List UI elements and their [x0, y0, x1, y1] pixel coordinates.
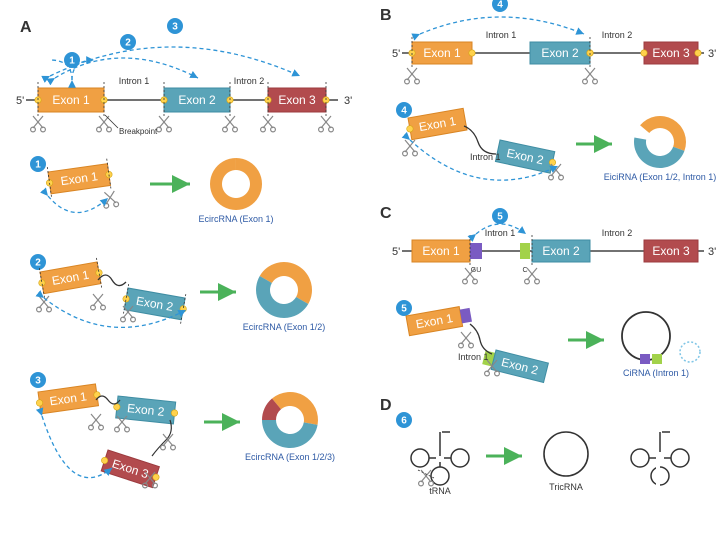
svg-text:EcircRNA (Exon 1/2/3): EcircRNA (Exon 1/2/3) [245, 452, 335, 462]
svg-text:3: 3 [172, 22, 178, 33]
svg-text:TricRNA: TricRNA [549, 482, 583, 492]
panel-d: 6 tRNA TricRNA [396, 412, 689, 496]
svg-text:Intron 2: Intron 2 [602, 228, 633, 238]
svg-text:1: 1 [69, 56, 75, 67]
svg-text:Exon 1: Exon 1 [422, 244, 460, 258]
svg-text:Exon 2: Exon 2 [178, 93, 216, 107]
svg-text:2: 2 [125, 38, 131, 49]
svg-text:Intron 1: Intron 1 [485, 228, 516, 238]
panel-a-step3: 3Exon 1Exon 2Exon 3EcircRNA (Exon 1/2/3) [30, 372, 335, 489]
svg-text:4: 4 [401, 106, 407, 117]
svg-text:EiciRNA (Exon 1/2, Intron 1): EiciRNA (Exon 1/2, Intron 1) [604, 172, 717, 182]
figure-svg: A 5' 3' Exon 1 Exon 2 Exon 3 Intron 1 Intron 2 B… [0, 0, 725, 543]
svg-text:Exon 2: Exon 2 [542, 244, 580, 258]
panel-c-step5: 5Exon 1Exon 2Intron 1CiRNA (Intron 1) [396, 300, 700, 382]
svg-text:Exon 2: Exon 2 [541, 46, 579, 60]
svg-text:CiRNA (Intron 1): CiRNA (Intron 1) [623, 368, 689, 378]
svg-text:EcircRNA (Exon 1): EcircRNA (Exon 1) [198, 214, 273, 224]
svg-text:3': 3' [344, 95, 352, 107]
svg-text:5': 5' [16, 95, 24, 107]
svg-text:C: C [522, 267, 527, 274]
svg-text:3': 3' [708, 48, 716, 60]
svg-text:Intron 1: Intron 1 [119, 76, 150, 86]
svg-text:4: 4 [497, 0, 503, 11]
svg-text:1: 1 [35, 160, 41, 171]
svg-text:Exon 3: Exon 3 [278, 93, 316, 107]
svg-text:tRNA: tRNA [429, 486, 451, 496]
svg-text:Intron 2: Intron 2 [602, 30, 633, 40]
panel-a-step1: 1Exon 1EcircRNA (Exon 1) [30, 156, 274, 224]
svg-text:3: 3 [35, 376, 41, 387]
svg-text:5': 5' [392, 48, 400, 60]
svg-text:Exon 3: Exon 3 [652, 244, 690, 258]
svg-text:Intron 1: Intron 1 [486, 30, 517, 40]
svg-text:5: 5 [401, 304, 407, 315]
svg-text:Intron 1: Intron 1 [470, 152, 501, 162]
svg-text:5: 5 [497, 212, 503, 223]
panel-b-premrna: 5' 3' Exon 1 Exon 2 Exon 3 Intron 1 Intron 2 4 [392, 0, 716, 84]
svg-text:EcircRNA (Exon 1/2): EcircRNA (Exon 1/2) [243, 322, 326, 332]
svg-text:5': 5' [392, 246, 400, 258]
svg-text:D: D [380, 397, 392, 414]
svg-text:Exon 1: Exon 1 [52, 93, 90, 107]
svg-text:Exon 3: Exon 3 [652, 46, 690, 60]
svg-text:Breakpoint: Breakpoint [119, 127, 158, 136]
svg-text:B: B [380, 7, 392, 24]
svg-text:Intron 2: Intron 2 [234, 76, 265, 86]
panel-c-premrna: 5'3'Exon 1Exon 2Exon 3GUCIntron 1Intron … [392, 208, 716, 284]
panel-a-step2: 2Exon 1Exon 2EcircRNA (Exon 1/2) [30, 254, 325, 332]
svg-text:6: 6 [401, 416, 407, 427]
svg-text:C: C [380, 205, 392, 222]
svg-text:3': 3' [708, 246, 716, 258]
svg-text:Exon 1: Exon 1 [423, 46, 461, 60]
svg-text:A: A [20, 19, 32, 36]
svg-text:2: 2 [35, 258, 41, 269]
svg-text:Intron 1: Intron 1 [458, 352, 489, 362]
panel-b-step4: 4Exon 1Exon 2Intron 1EiciRNA (Exon 1/2, … [396, 102, 716, 182]
panel-a-premrna: 5' 3' Exon 1 Exon 2 Exon 3 Intron 1 Intron 2 Br… [16, 18, 352, 136]
